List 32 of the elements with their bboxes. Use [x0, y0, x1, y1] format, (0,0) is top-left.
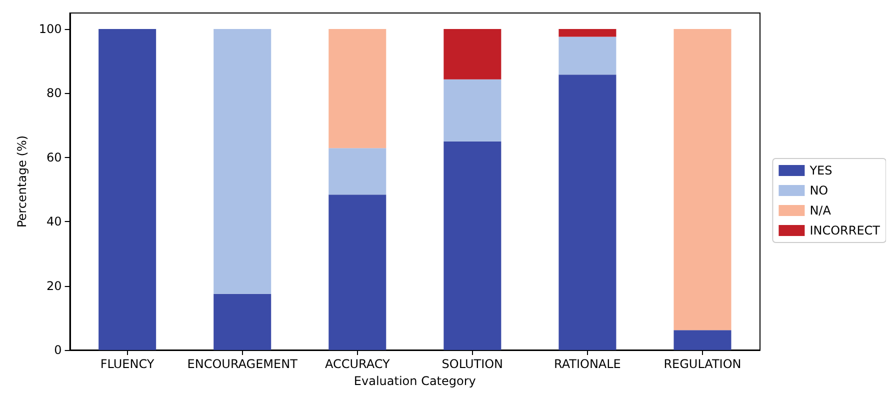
x-tick-label: ACCURACY: [324, 357, 390, 371]
y-tick-label: 100: [38, 22, 62, 36]
bar: [558, 36, 616, 75]
bar: [98, 29, 156, 350]
x-axis-title: Evaluation Category: [354, 374, 476, 388]
bar: [328, 29, 386, 148]
legend-label: N/A: [810, 204, 832, 218]
bar: [444, 141, 502, 350]
bar: [558, 74, 616, 350]
y-tick-label: 0: [54, 343, 62, 357]
bar: [558, 29, 616, 37]
y-axis-title: Percentage (%): [15, 135, 29, 228]
y-tick-label: 80: [46, 86, 62, 100]
bar: [674, 330, 732, 350]
x-tick-label: REGULATION: [664, 357, 742, 371]
y-tick-label: 20: [46, 278, 62, 293]
bar: [328, 148, 386, 195]
y-tick-label: 60: [46, 150, 62, 164]
bar: [214, 294, 272, 350]
legend-label: NO: [810, 184, 828, 198]
bar: [328, 194, 386, 350]
bar: [214, 29, 272, 294]
bar: [444, 29, 502, 80]
bar: [674, 29, 732, 330]
x-tick-label: ENCOURAGEMENT: [187, 357, 298, 371]
x-tick-label: SOLUTION: [442, 357, 504, 371]
legend-label: INCORRECT: [810, 224, 881, 238]
legend-label: YES: [808, 164, 832, 178]
bar: [444, 79, 502, 142]
x-tick-label: RATIONALE: [554, 357, 621, 371]
x-tick-label: FLUENCY: [100, 357, 155, 371]
y-tick-label: 40: [46, 214, 62, 229]
